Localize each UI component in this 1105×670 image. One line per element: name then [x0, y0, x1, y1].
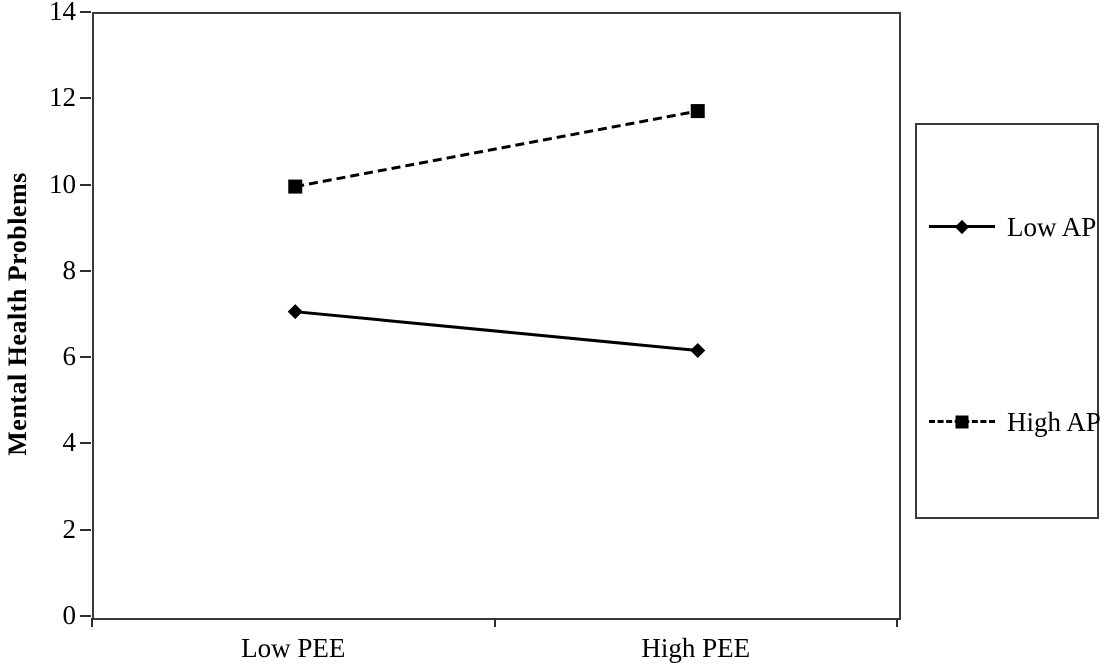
legend-sample-dashed-line — [929, 413, 995, 431]
y-tick-mark — [80, 97, 91, 100]
y-tick-mark — [80, 183, 91, 186]
y-tick-label: 14 — [49, 0, 76, 26]
y-tick-label: 0 — [62, 599, 77, 630]
legend-sample-solid-line — [929, 218, 995, 236]
y-tick-label: 10 — [49, 168, 76, 199]
square-data-marker — [690, 104, 705, 119]
y-tick-label: 8 — [62, 254, 77, 285]
x-tick-label: Low PEE — [241, 633, 346, 663]
legend-item-low-ap: Low AP — [929, 213, 1096, 240]
y-tick-mark — [80, 528, 91, 531]
diamond-data-marker — [287, 304, 303, 320]
legend: Low AP High AP — [915, 123, 1101, 519]
y-tick-label: 4 — [62, 427, 77, 458]
plot-area — [92, 12, 901, 620]
diamond-marker-icon — [954, 219, 970, 235]
legend-label-high-ap: High AP — [1007, 406, 1101, 437]
x-tick-label: High PEE — [641, 633, 751, 663]
square-data-marker — [288, 179, 303, 194]
series-line-low-ap — [295, 310, 698, 353]
x-tick-mark — [91, 618, 93, 627]
diamond-data-marker — [690, 343, 706, 359]
y-axis-title: Mental Health Problems — [3, 172, 32, 456]
y-tick-label: 12 — [49, 82, 76, 113]
series-line-high-ap — [294, 109, 699, 189]
y-tick-mark — [80, 442, 91, 445]
y-tick-mark — [80, 11, 91, 13]
y-tick-label: 6 — [62, 341, 77, 372]
legend-label-low-ap: Low AP — [1007, 211, 1097, 242]
y-tick-mark — [80, 269, 91, 272]
legend-item-high-ap: High AP — [929, 408, 1101, 435]
square-marker-icon — [955, 415, 969, 429]
y-tick-mark — [80, 356, 91, 359]
y-tick-label: 2 — [62, 513, 77, 544]
y-tick-mark — [80, 615, 91, 617]
x-tick-mark — [493, 618, 496, 627]
x-tick-mark — [896, 618, 898, 627]
line-series-canvas — [287, 104, 706, 359]
